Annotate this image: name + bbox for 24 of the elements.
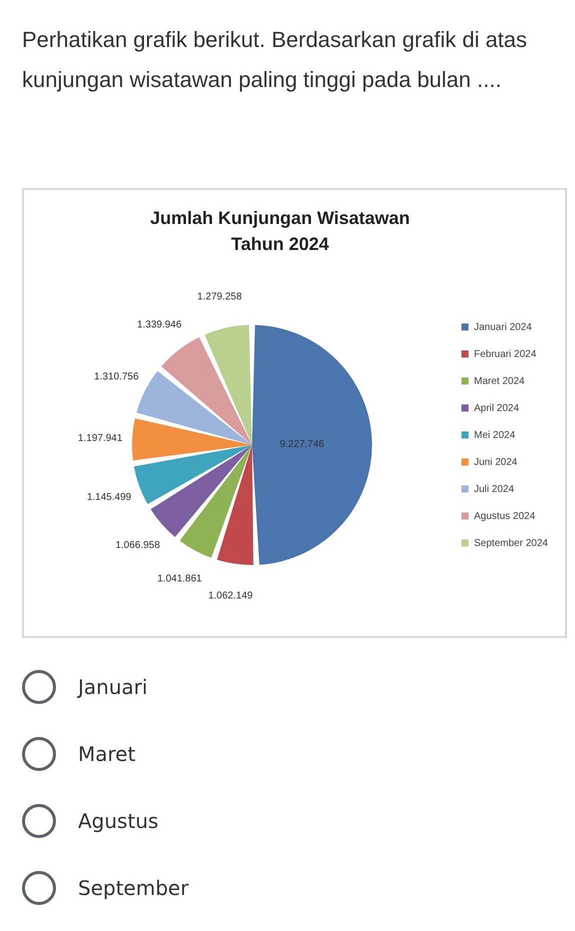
- legend-label: Februari 2024: [474, 349, 537, 360]
- text: Perhatikan grafik berikut. Berdasarkan grafik di atas kunjungan wisatawan paling tinggi pada bulan ....: [22, 26, 528, 94]
- data-label: 1.062.149: [208, 590, 254, 602]
- legend-label: Mei 2024: [474, 430, 516, 441]
- legend-label: September 2024: [474, 538, 548, 549]
- legend-label: April 2024: [474, 403, 520, 414]
- legend-label: Januari 2024: [474, 322, 532, 333]
- legend-label: Juli 2024: [474, 484, 514, 495]
- chart-title: Jumlah Kunjungan Wisatawan Tahun 2024: [150, 208, 410, 254]
- text: September: [78, 876, 189, 900]
- data-label: 9.227.746: [280, 439, 325, 450]
- data-label: 1.279.258: [197, 292, 242, 303]
- legend-label: Agustus 2024: [474, 511, 536, 522]
- data-label: 1.066.958: [115, 540, 160, 552]
- data-label: 1.041.861: [157, 574, 202, 585]
- text: Maret: [78, 742, 136, 766]
- data-label: 1.310.756: [94, 371, 140, 382]
- legend-label: Maret 2024: [474, 376, 526, 387]
- data-label: 1.339.946: [137, 320, 182, 331]
- legend-label: Juni 2024: [474, 457, 518, 468]
- data-label: 1.197.941: [78, 432, 123, 444]
- data-label: 1.145.499: [86, 492, 132, 503]
- text: Agustus: [78, 809, 158, 833]
- text: Januari: [78, 675, 148, 699]
